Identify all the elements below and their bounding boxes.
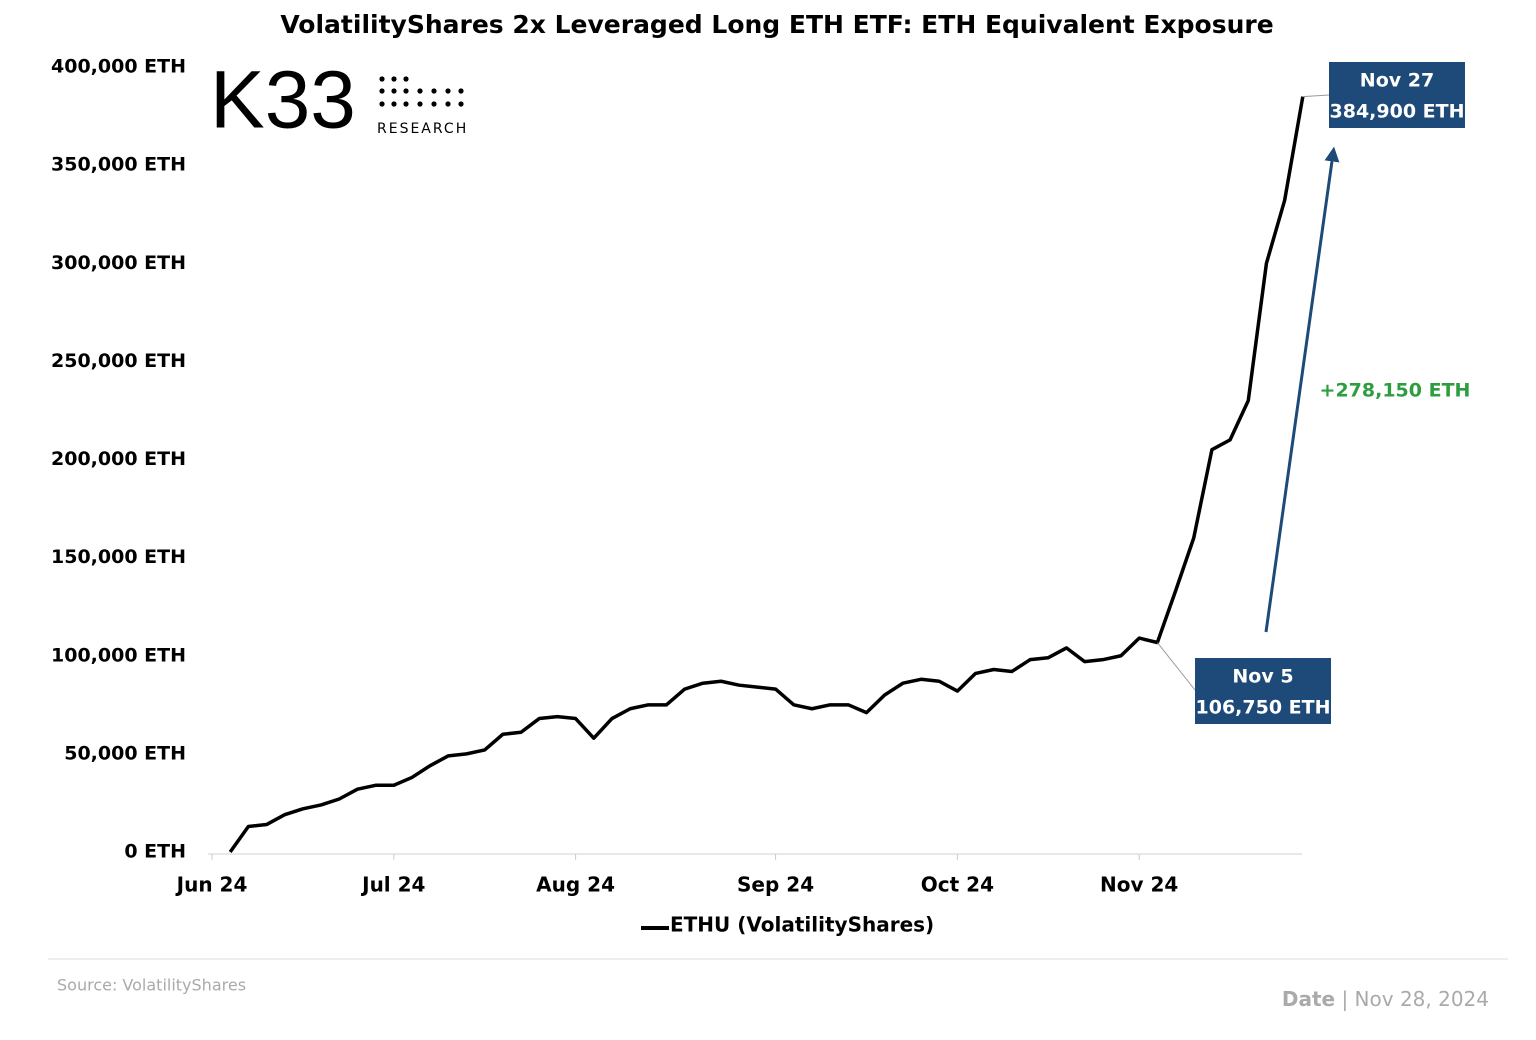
y-tick-label: 150,000 ETH xyxy=(51,546,186,568)
separator: | xyxy=(1341,987,1348,1011)
y-tick-label: 100,000 ETH xyxy=(51,644,186,666)
annotation-value: 106,750 ETH xyxy=(1196,697,1331,719)
logo-sub: RESEARCH xyxy=(377,121,468,137)
leader-line xyxy=(1302,94,1330,98)
logo-mark: K33 xyxy=(210,55,356,146)
change-arrow xyxy=(1264,146,1340,633)
annotation-box xyxy=(1329,62,1465,128)
logo-dots xyxy=(379,76,464,107)
annotation-box xyxy=(1195,658,1331,724)
date: Date | Nov 28, 2024 xyxy=(1282,987,1489,1011)
line xyxy=(228,96,1305,854)
source: Source: VolatilityShares xyxy=(57,976,246,995)
y-tick-label: 0 ETH xyxy=(124,841,186,863)
change-label: +278,150 ETH xyxy=(1320,380,1471,402)
date-value: Nov 28, 2024 xyxy=(1355,987,1489,1011)
legend-label: ETHU (VolatilityShares) xyxy=(670,913,934,937)
annotation-date: Nov 27 xyxy=(1360,70,1434,92)
annotation-date: Nov 5 xyxy=(1232,666,1293,688)
date-label: Date xyxy=(1282,987,1335,1011)
y-tick-label: 300,000 ETH xyxy=(51,252,186,274)
x-tick-label: Jul 24 xyxy=(360,873,425,897)
x-tick-label: Oct 24 xyxy=(921,873,994,897)
chart-title: VolatilityShares 2x Leveraged Long ETH E… xyxy=(280,10,1273,39)
y-tick-label: 400,000 ETH xyxy=(51,56,186,78)
x-tick-label: Sep 24 xyxy=(737,873,814,897)
y-tick-label: 200,000 ETH xyxy=(51,448,186,470)
x-tick-label: Jun 24 xyxy=(175,873,248,897)
x-tick-label: Aug 24 xyxy=(536,873,615,897)
leader-line xyxy=(1156,642,1196,691)
y-tick-label: 250,000 ETH xyxy=(51,350,186,372)
annotation-value: 384,900 ETH xyxy=(1330,101,1465,123)
y-tick-label: 50,000 ETH xyxy=(64,742,186,764)
y-tick-label: 350,000 ETH xyxy=(51,154,186,176)
x-tick-label: Nov 24 xyxy=(1100,873,1178,897)
